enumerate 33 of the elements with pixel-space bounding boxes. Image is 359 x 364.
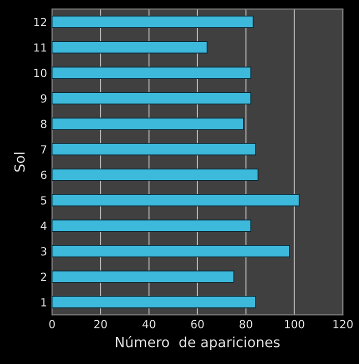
bar	[52, 245, 290, 258]
bar	[52, 92, 252, 104]
bar	[52, 194, 300, 206]
y-tick-label: 7	[41, 145, 46, 154]
y-tick-label: 11	[34, 43, 46, 52]
bar	[52, 270, 234, 283]
x-tick-label: 40	[142, 320, 156, 328]
x-tick-label: 100	[284, 320, 304, 328]
bar	[52, 296, 256, 308]
x-tick-label: 120	[333, 320, 353, 328]
y-tick-label: 6	[40, 170, 46, 180]
x-tick-label: 60	[191, 320, 204, 328]
bar	[52, 168, 258, 181]
bar	[52, 220, 252, 232]
x-tick-label: 80	[240, 320, 252, 328]
bar	[52, 118, 244, 130]
bar	[52, 16, 254, 28]
y-tick-label: 2	[40, 272, 46, 281]
x-tick-label: 0	[49, 320, 55, 328]
y-tick-label: 3	[40, 247, 46, 256]
bar	[52, 143, 256, 156]
y-tick-label: 8	[40, 120, 46, 128]
y-tick-label: 9	[40, 94, 46, 103]
y-tick-label: 5	[40, 196, 46, 205]
y-tick-label: 1	[41, 298, 46, 306]
x-axis-title: Número de apariciones	[116, 336, 280, 350]
y-tick-label: 4	[40, 222, 47, 230]
x-tick-label: 20	[94, 320, 107, 328]
bar	[52, 66, 252, 79]
y-tick-label: 10	[34, 68, 46, 78]
y-tick-label: 12	[34, 18, 46, 26]
y-axis-title: Sol	[14, 152, 25, 172]
bar	[52, 41, 208, 54]
